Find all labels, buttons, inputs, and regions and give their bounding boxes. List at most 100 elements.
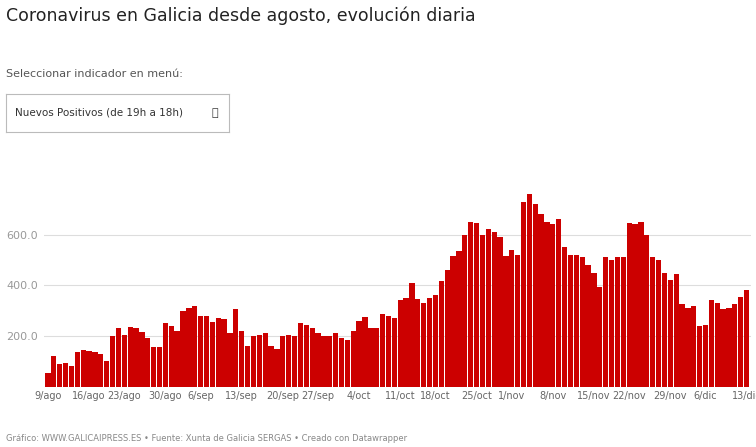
Bar (245, 346, 250, 387)
Bar (222, 320, 227, 387)
Bar (145, 338, 150, 387)
Bar (603, 257, 609, 387)
Bar (727, 308, 732, 387)
Bar (163, 323, 168, 387)
Bar (139, 332, 144, 387)
Bar (128, 327, 133, 387)
Bar (274, 349, 280, 387)
Bar (292, 336, 297, 387)
Bar (697, 326, 702, 387)
Bar (497, 237, 503, 387)
Bar (110, 336, 115, 387)
Bar (415, 299, 420, 387)
Bar (609, 260, 614, 387)
Bar (192, 306, 197, 387)
Bar (445, 270, 450, 387)
Bar (151, 347, 156, 387)
Bar (239, 331, 244, 387)
Bar (345, 340, 350, 387)
Bar (81, 350, 86, 387)
Bar (703, 325, 708, 387)
Bar (457, 251, 462, 387)
Bar (680, 304, 685, 387)
Bar (75, 352, 80, 387)
Bar (650, 257, 655, 387)
Bar (104, 361, 110, 387)
Bar (169, 326, 174, 387)
Bar (215, 318, 221, 387)
Bar (432, 295, 438, 387)
Bar (621, 257, 626, 387)
Bar (228, 333, 233, 387)
Bar (63, 363, 68, 387)
Bar (351, 331, 356, 387)
Bar (133, 329, 138, 387)
Bar (580, 257, 585, 387)
Bar (45, 373, 51, 387)
Bar (451, 256, 456, 387)
Bar (392, 318, 397, 387)
Bar (515, 255, 520, 387)
Bar (421, 303, 426, 387)
Bar (181, 311, 186, 387)
Bar (204, 316, 209, 387)
Bar (209, 322, 215, 387)
Bar (714, 303, 720, 387)
Bar (656, 260, 662, 387)
Bar (233, 309, 238, 387)
Text: Nuevos Positivos (de 19h a 18h): Nuevos Positivos (de 19h a 18h) (15, 108, 183, 118)
Bar (304, 325, 309, 387)
Bar (662, 273, 667, 387)
Bar (156, 347, 162, 387)
Bar (644, 235, 649, 387)
Bar (503, 256, 509, 387)
Bar (262, 333, 268, 387)
Bar (368, 329, 373, 387)
Bar (321, 336, 327, 387)
Bar (427, 298, 432, 387)
Bar (638, 222, 643, 387)
Bar (86, 351, 91, 387)
Bar (527, 194, 532, 387)
Bar (198, 316, 203, 387)
Bar (438, 282, 444, 387)
Bar (674, 274, 679, 387)
Bar (69, 367, 74, 387)
Bar (398, 300, 403, 387)
Bar (404, 298, 409, 387)
Bar (627, 223, 632, 387)
Text: Gráfico: WWW.GALICAIPRESS.ES • Fuente: Xunta de Galicia SERGAS • Creado con Data: Gráfico: WWW.GALICAIPRESS.ES • Fuente: X… (6, 434, 407, 443)
Bar (462, 235, 467, 387)
Bar (116, 329, 121, 387)
Bar (268, 346, 274, 387)
Bar (92, 352, 98, 387)
Bar (186, 308, 191, 387)
Bar (491, 232, 497, 387)
Text: ⤵: ⤵ (211, 108, 218, 118)
Bar (122, 335, 127, 387)
Bar (251, 336, 256, 387)
Bar (374, 329, 380, 387)
Bar (315, 333, 321, 387)
Bar (509, 250, 514, 387)
Bar (480, 235, 485, 387)
Bar (386, 316, 391, 387)
Bar (280, 336, 286, 387)
Bar (562, 247, 567, 387)
Bar (585, 265, 590, 387)
Text: Coronavirus en Galicia desde agosto, evolución diaria: Coronavirus en Galicia desde agosto, evo… (6, 7, 476, 25)
Bar (327, 336, 333, 387)
Bar (685, 308, 690, 387)
Bar (550, 224, 556, 387)
Bar (568, 255, 573, 387)
Bar (720, 309, 726, 387)
Bar (615, 257, 620, 387)
Bar (744, 291, 749, 387)
Bar (574, 255, 579, 387)
Bar (468, 222, 473, 387)
Bar (544, 222, 550, 387)
Bar (98, 354, 104, 387)
Text: Seleccionar indicador en menú:: Seleccionar indicador en menú: (6, 69, 183, 79)
Bar (175, 331, 180, 387)
Bar (339, 338, 344, 387)
